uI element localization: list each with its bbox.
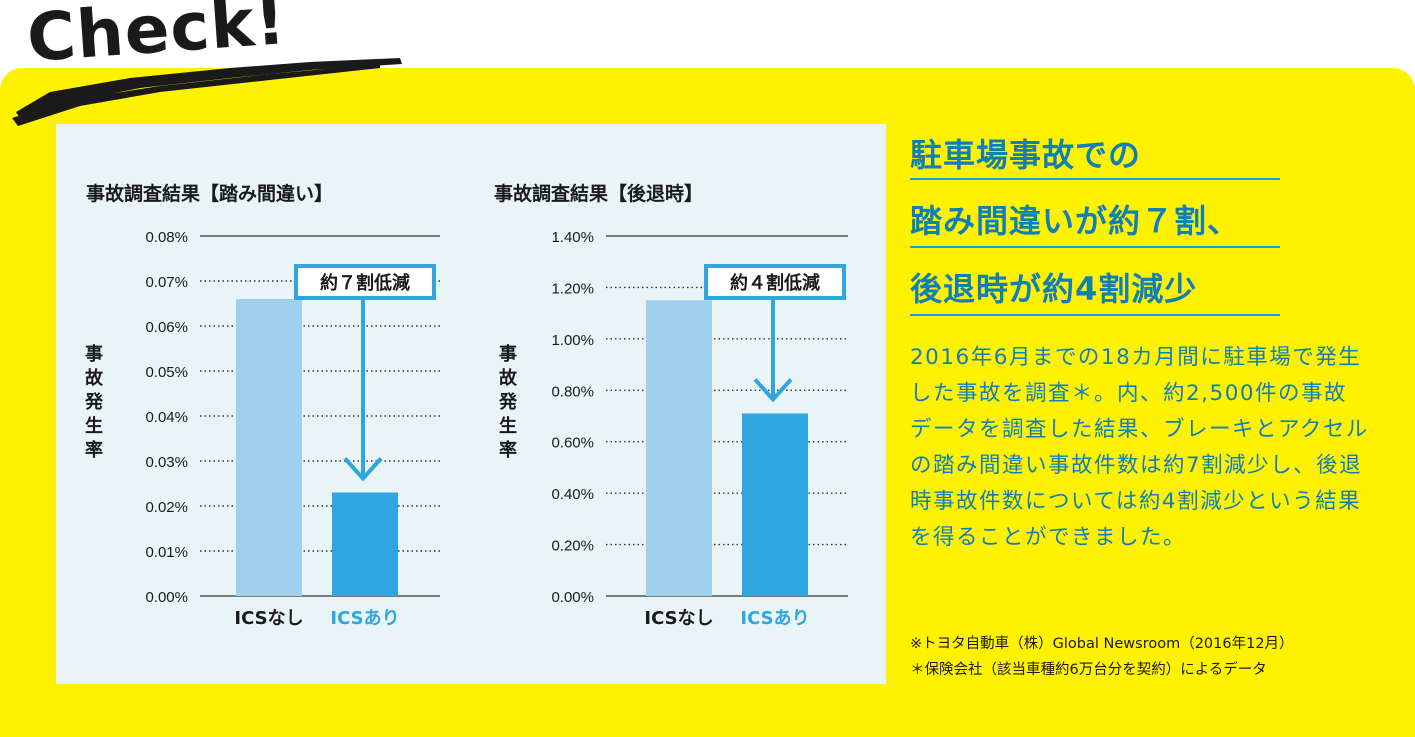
bar-1-0 xyxy=(646,300,712,596)
y-tick-label-1-5: 1.00% xyxy=(551,332,594,349)
y-tick-label-0-2: 0.02% xyxy=(145,499,188,516)
y-tick-label-1-0: 0.00% xyxy=(551,589,594,606)
y-tick-label-0-6: 0.06% xyxy=(145,319,188,336)
y-axis-label-1-0: 事 xyxy=(499,343,517,365)
headline-line-1: 駐車場事故での xyxy=(910,136,1142,174)
chart-title-1: 事故調査結果【後退時】 xyxy=(494,182,703,205)
x-tick-label-0-1: ICSあり xyxy=(330,608,399,629)
y-tick-label-1-1: 0.20% xyxy=(551,538,594,555)
bar-1-1 xyxy=(742,413,808,596)
annotation-arrow-head-1 xyxy=(753,378,793,403)
y-axis-label-0-4: 率 xyxy=(85,439,103,461)
brush-stroke-decoration xyxy=(12,58,402,126)
bar-0-1 xyxy=(332,492,398,596)
y-tick-label-1-2: 0.40% xyxy=(551,486,594,503)
y-tick-label-1-4: 0.80% xyxy=(551,383,594,400)
annotation-text-1: 約４割低減 xyxy=(730,272,820,294)
annotation-text-0: 約７割低減 xyxy=(320,272,410,294)
headline-line-2: 踏み間違いが約７割、 xyxy=(910,202,1241,240)
annotation-box-0 xyxy=(294,264,436,300)
y-axis-label-0-3: 生 xyxy=(85,415,103,437)
chart-title-0: 事故調査結果【踏み間違い】 xyxy=(86,182,333,205)
y-axis-label-0-2: 発 xyxy=(84,391,104,413)
y-tick-label-0-0: 0.00% xyxy=(145,589,188,606)
headline-rule-3 xyxy=(910,314,1280,316)
y-tick-label-0-1: 0.01% xyxy=(145,544,188,561)
chart-panel: 事故調査結果【踏み間違い】事故発生率 0.00% 0.01% 0.02% 0.03% 0.… xyxy=(56,124,886,684)
y-tick-label-0-7: 0.07% xyxy=(145,274,188,291)
data-note: ＊保険会社（該当車種約6万台分を契約）によるデータ xyxy=(910,662,1267,678)
headline-rule-1 xyxy=(910,178,1280,180)
charts-svg: 事故調査結果【踏み間違い】事故発生率0.00%0.01%0.02%0.03%0.… xyxy=(84,182,848,629)
y-tick-label-1-7: 1.40% xyxy=(551,229,594,246)
y-axis-label-0-0: 事 xyxy=(85,343,103,365)
annotation-box-1 xyxy=(704,264,846,300)
y-tick-label-0-8: 0.08% xyxy=(145,229,188,246)
y-tick-label-0-4: 0.04% xyxy=(145,409,188,426)
y-axis-label-1-1: 故 xyxy=(499,367,518,389)
annotation-arrow-head-0 xyxy=(343,457,383,482)
y-axis-label-0-1: 故 xyxy=(85,367,104,389)
y-tick-label-0-3: 0.03% xyxy=(145,454,188,471)
y-tick-label-0-5: 0.05% xyxy=(145,364,188,381)
x-tick-label-1-0: ICSなし xyxy=(644,608,713,629)
y-tick-label-1-6: 1.20% xyxy=(551,280,594,297)
y-tick-label-1-3: 0.60% xyxy=(551,435,594,452)
y-axis-label-1-3: 生 xyxy=(499,415,517,437)
source-note: ※トヨタ自動車（株）Global Newsroom（2016年12月） xyxy=(910,636,1294,652)
x-tick-label-0-0: ICSなし xyxy=(234,608,303,629)
y-axis-label-1-4: 率 xyxy=(499,439,517,461)
body-text: 2016年6月までの18カ月間に駐車場で発生した事故を調査＊。内、約2,500件… xyxy=(910,345,1369,550)
bar-0-0 xyxy=(236,299,302,596)
headline-line-3: 後退時が約4割減少 xyxy=(910,270,1198,308)
x-tick-label-1-1: ICSあり xyxy=(740,608,809,629)
headline-rule-2 xyxy=(910,246,1280,248)
y-axis-label-1-2: 発 xyxy=(498,391,518,413)
